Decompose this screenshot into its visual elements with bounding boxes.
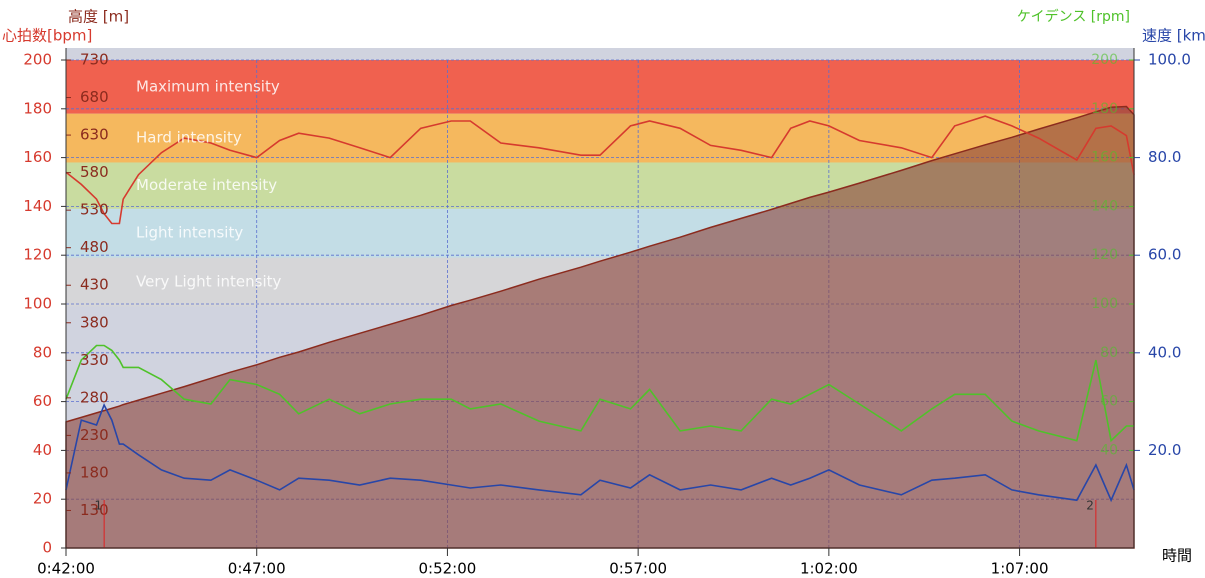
zone-label: Maximum intensity — [136, 77, 280, 95]
y-tick-label: 140 — [23, 197, 52, 215]
y-tick-label: 100 — [23, 295, 52, 313]
y-tick-label: 80 — [33, 343, 52, 361]
altitude-tick-label: 130 — [80, 501, 109, 519]
altitude-tick-label: 330 — [80, 351, 109, 369]
heart-rate-axis-title: 心拍数[bpm] — [2, 27, 92, 45]
y-tick-label: 160 — [23, 148, 52, 166]
y-tick-label: 60 — [33, 392, 52, 410]
series-line — [65, 344, 1134, 443]
speed-axis-title: 速度 [km/h] — [1142, 27, 1205, 45]
cadence-tick-label: 200 — [1091, 52, 1118, 68]
altitude-tick-label: 380 — [80, 313, 109, 331]
x-tick-label: 1:02:00 — [800, 560, 858, 578]
y-tick-label: 0 — [42, 539, 52, 557]
speed-tick-label: 40.0 — [1148, 343, 1181, 361]
x-tick-label: 0:42:00 — [37, 560, 95, 578]
altitude-tick-label: 480 — [80, 238, 109, 256]
zone-label: Moderate intensity — [136, 176, 277, 194]
cadence-tick-label: 100 — [1091, 296, 1118, 312]
x-tick-label: 1:07:00 — [991, 560, 1049, 578]
cadence-tick-label: 120 — [1091, 247, 1118, 263]
cadence-axis-title: ケイデンス [rpm] — [1017, 8, 1130, 25]
altitude-tick-label: 730 — [80, 51, 109, 69]
speed-tick-label: 80.0 — [1148, 148, 1181, 166]
speed-tick-label: 100.0 — [1148, 51, 1191, 69]
x-tick-label: 0:52:00 — [419, 560, 477, 578]
altitude-tick-label: 180 — [80, 463, 109, 481]
cadence-tick-label: 60 — [1100, 394, 1118, 410]
y-tick-label: 20 — [33, 490, 52, 508]
lap-label: 1 — [95, 499, 103, 513]
series-line — [65, 115, 1135, 225]
y-tick-label: 180 — [23, 99, 52, 117]
x-axis-title: 時間 — [1162, 547, 1192, 565]
altitude-tick-label: 230 — [80, 426, 109, 444]
zone-label: Very Light intensity — [136, 273, 281, 291]
zone-label: Light intensity — [136, 224, 243, 242]
cadence-tick-label: 140 — [1091, 198, 1118, 214]
series-line — [65, 403, 1135, 503]
altitude-tick-label: 530 — [80, 201, 109, 219]
x-tick-label: 0:57:00 — [609, 560, 667, 578]
altitude-axis-title: 高度 [m] — [68, 8, 129, 26]
y-tick-label: 120 — [23, 246, 52, 264]
altitude-area — [65, 105, 1135, 549]
speed-tick-label: 20.0 — [1148, 441, 1181, 459]
x-tick-label: 0:47:00 — [228, 560, 286, 578]
altitude-tick-label: 580 — [80, 163, 109, 181]
intensity-zone — [66, 60, 1134, 114]
lap-label: 2 — [1086, 499, 1094, 513]
altitude-tick-label: 280 — [80, 388, 109, 406]
altitude-tick-label: 680 — [80, 88, 109, 106]
zone-label: Hard intensity — [136, 129, 242, 147]
cadence-tick-label: 180 — [1091, 101, 1118, 117]
y-tick-label: 40 — [33, 441, 52, 459]
altitude-tick-label: 430 — [80, 276, 109, 294]
cadence-tick-label: 40 — [1100, 442, 1118, 458]
cadence-tick-label: 80 — [1100, 345, 1118, 361]
cadence-tick-label: 160 — [1091, 150, 1118, 166]
y-tick-label: 200 — [23, 51, 52, 69]
altitude-tick-label: 630 — [80, 126, 109, 144]
speed-tick-label: 60.0 — [1148, 246, 1181, 264]
